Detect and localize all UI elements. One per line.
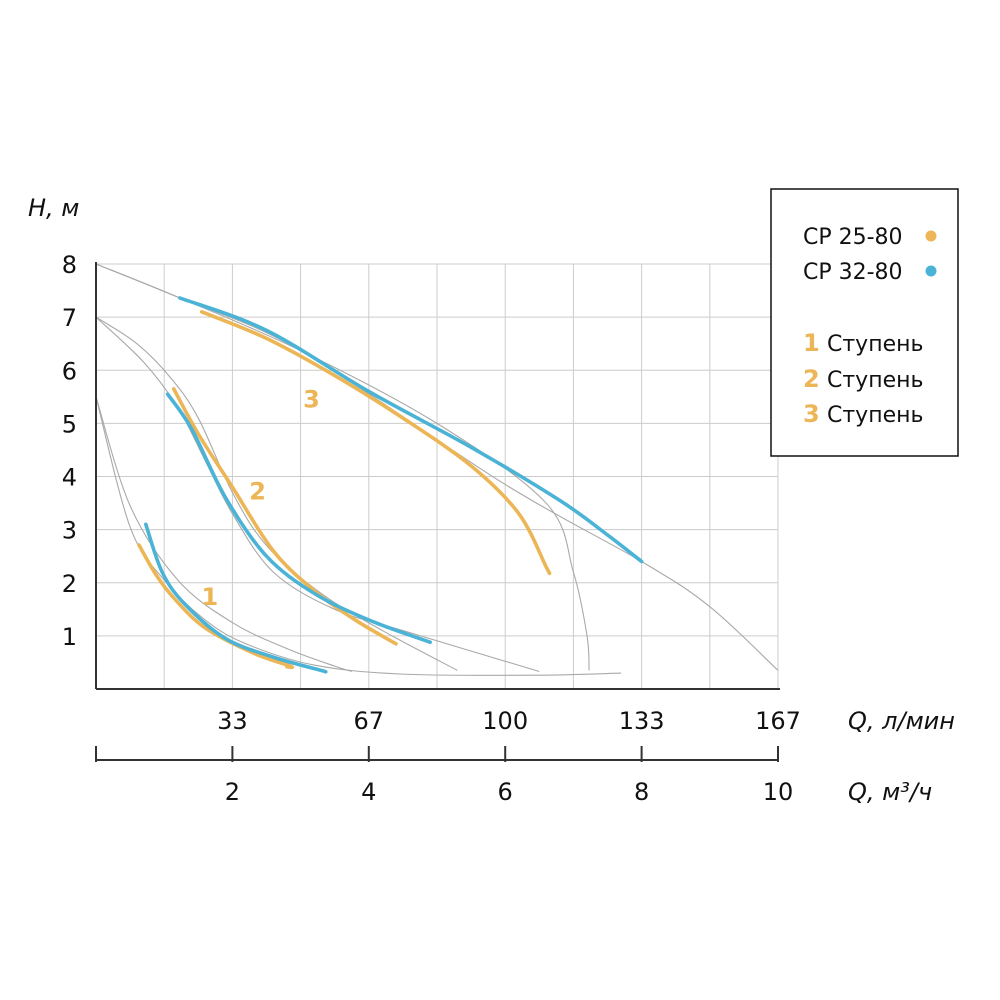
x-tick-label-primary: 133 <box>619 707 665 735</box>
x-tick-label-secondary: 8 <box>634 778 649 806</box>
guide-curve-3 <box>95 316 540 672</box>
legend-model-1-dot <box>925 230 937 242</box>
y-tick-label: 2 <box>62 570 77 598</box>
grid <box>96 263 779 689</box>
x-tick-label-secondary: 4 <box>361 778 376 806</box>
series-lines <box>137 296 644 674</box>
legend-model-2-dot <box>925 265 937 277</box>
stage-label-2: 2 <box>249 477 266 505</box>
legend-model-2-label: CP 32-80 <box>803 260 903 285</box>
guide-curve-1 <box>95 396 352 672</box>
x-tick-label-primary: 67 <box>354 707 385 735</box>
x-tick-label-secondary: 6 <box>498 778 513 806</box>
legend-stage-3-label: Ступень <box>827 403 923 428</box>
y-tick-label: 4 <box>62 464 77 492</box>
y-tick-label: 3 <box>62 517 77 545</box>
legend-stage-2-label: Ступень <box>827 368 923 393</box>
x-tick-label-secondary: 10 <box>763 778 794 806</box>
y-tick-label: 1 <box>62 623 77 651</box>
series-line-cp-25-80-stage-3 <box>199 310 552 576</box>
axes <box>95 262 780 762</box>
series-line-cp-32-80-stage-2 <box>165 392 432 645</box>
x-tick-label-secondary: 2 <box>225 778 240 806</box>
stage-labels: 1 2 3 <box>202 385 320 611</box>
legend-model-1-label: CP 25-80 <box>803 225 903 250</box>
legend-stage-2-number: 2 <box>803 365 820 393</box>
y-tick-label: 6 <box>62 357 77 385</box>
series-line-cp-25-80-stage-2 <box>171 387 398 646</box>
series-line-cp-32-80-stage-3 <box>178 296 644 564</box>
legend-stage-1-label: Ступень <box>827 332 923 357</box>
x-tick-label-primary: 33 <box>217 707 248 735</box>
legend-stage-3-number: 3 <box>803 400 820 428</box>
x-axis-title-primary: Q, л/мин <box>848 707 955 735</box>
x-axis-title-secondary: Q, м³/ч <box>848 778 932 806</box>
stage-label-1: 1 <box>202 583 219 611</box>
y-tick-label: 7 <box>62 304 77 332</box>
y-axis-title: H, м <box>28 194 79 222</box>
series-line-cp-25-80-stage-1 <box>137 543 295 670</box>
stage-label-3: 3 <box>303 385 320 413</box>
y-tick-label: 8 <box>62 251 77 279</box>
x-tick-label-primary: 100 <box>482 707 528 735</box>
legend: CP 25-80 CP 32-80 1 Ступень 2 Ступень 3 … <box>770 188 959 457</box>
x-tick-label-primary: 167 <box>755 707 801 735</box>
series-line-cp-32-80-stage-1 <box>143 522 328 674</box>
guide-curve-2 <box>95 316 458 671</box>
y-tick-label: 5 <box>62 410 77 438</box>
legend-stage-1-number: 1 <box>803 329 820 357</box>
guide-curve-4 <box>95 396 622 676</box>
